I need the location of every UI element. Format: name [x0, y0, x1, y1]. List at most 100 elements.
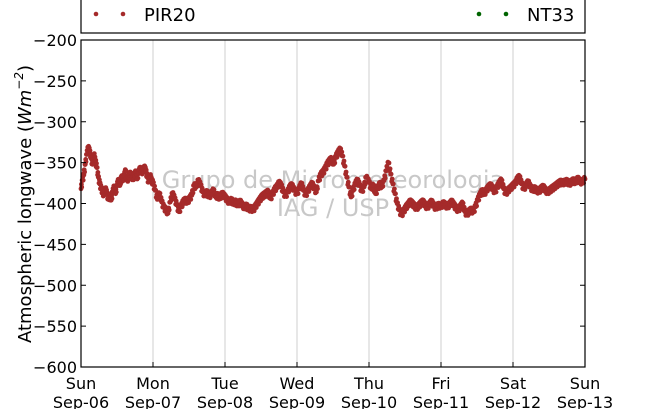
data-point	[321, 170, 327, 176]
data-point	[400, 213, 405, 219]
data-point	[113, 189, 119, 195]
data-point	[188, 197, 194, 202]
data-point	[499, 177, 505, 183]
data-point	[339, 149, 345, 155]
y-tick-label: −400	[33, 195, 77, 214]
data-point	[340, 153, 346, 159]
data-point	[152, 183, 158, 189]
y-tick-label: −500	[33, 276, 77, 295]
data-point	[151, 180, 156, 185]
data-point	[390, 181, 396, 187]
y-tick-label: −550	[33, 317, 77, 336]
data-point	[295, 191, 301, 197]
y-tick-label: −200	[33, 31, 77, 50]
data-point	[386, 160, 392, 166]
data-point	[82, 169, 87, 175]
legend-label-nt33: NT33	[527, 5, 574, 26]
data-point	[304, 193, 310, 199]
data-point	[157, 190, 163, 196]
data-point	[284, 194, 289, 200]
data-point	[387, 166, 393, 172]
data-point	[94, 165, 100, 170]
x-tick-label-date: Sep-13	[557, 393, 613, 409]
y-axis-label-unit: Wm	[15, 90, 36, 125]
data-point	[360, 189, 366, 195]
x-tick-label-day: Mon	[136, 374, 170, 393]
data-point	[343, 169, 349, 175]
data-point	[344, 174, 350, 180]
data-point	[79, 184, 85, 190]
data-point	[177, 209, 183, 215]
legend-marker-pir20	[120, 11, 126, 17]
data-point	[94, 161, 99, 166]
y-axis-label: Atmospheric longwave (Wm−2)	[12, 65, 36, 343]
data-point	[135, 175, 141, 181]
x-tick-label-date: Sep-07	[125, 393, 181, 409]
x-tick-label-day: Fri	[431, 374, 450, 393]
data-point	[190, 190, 196, 196]
watermark: Grupo de Micrometeorologia IAG / USP	[162, 166, 504, 222]
data-point	[493, 189, 499, 195]
data-point	[460, 200, 466, 206]
x-tick-label-day: Tue	[210, 374, 238, 393]
data-point	[306, 189, 312, 195]
y-tick-label: −350	[33, 154, 77, 173]
y-axis-label-close: )	[15, 65, 36, 72]
data-point	[341, 158, 347, 164]
data-point	[474, 203, 479, 209]
legend-marker-nt33	[476, 11, 482, 17]
y-axis-label-exponent: −2	[12, 72, 26, 90]
data-point	[388, 171, 394, 177]
data-point	[472, 209, 477, 215]
x-tick-label-day: Sun	[66, 374, 96, 393]
data-point	[166, 207, 172, 213]
x-tick-label-date: Sep-10	[341, 393, 397, 409]
y-tick-label: −600	[33, 358, 77, 377]
data-point	[109, 196, 115, 202]
data-point	[342, 163, 348, 169]
data-point	[393, 191, 398, 197]
x-tick-label-day: Thu	[353, 374, 384, 393]
data-point	[374, 191, 379, 197]
x-tick-label-date: Sep-06	[53, 393, 109, 409]
y-tick-label: −450	[33, 235, 77, 254]
data-point	[351, 187, 357, 193]
y-tick-label: −300	[33, 113, 77, 132]
data-point	[389, 176, 395, 182]
y-axis: −200 −250 −300 −350 −400 −450 −500 −550 −600	[33, 31, 585, 377]
data-point	[392, 186, 397, 192]
x-tick-label-date: Sep-12	[485, 393, 541, 409]
data-points	[78, 143, 588, 219]
x-tick-label-day: Sun	[570, 374, 600, 393]
data-point	[271, 192, 276, 197]
data-point	[476, 197, 482, 203]
legend-label-pir20: PIR20	[144, 5, 196, 26]
data-point	[394, 196, 399, 202]
watermark-line-2: IAG / USP	[277, 194, 389, 222]
data-point	[334, 154, 340, 160]
data-point	[269, 196, 274, 202]
data-point	[315, 186, 320, 192]
data-point	[349, 193, 355, 199]
data-point	[123, 168, 129, 174]
x-tick-label-date: Sep-08	[197, 393, 253, 409]
data-point	[80, 177, 86, 183]
x-tick-label-date: Sep-09	[269, 393, 325, 409]
legend: PIR20 NT33	[80, 0, 586, 34]
data-point	[95, 170, 101, 175]
data-point	[323, 166, 329, 172]
legend-frame	[80, 0, 586, 34]
y-axis-label-text: Atmospheric longwave (	[15, 125, 36, 343]
x-axis: SunSep-06MonSep-07TueSep-08WedSep-09ThuS…	[53, 362, 613, 409]
x-tick-label-day: Wed	[280, 374, 315, 393]
x-tick-label-date: Sep-11	[413, 393, 469, 409]
data-point	[345, 179, 351, 185]
data-point	[380, 183, 386, 189]
data-point	[83, 159, 89, 165]
legend-marker-nt33	[503, 11, 509, 17]
watermark-line-1: Grupo de Micrometeorologia	[162, 166, 504, 194]
data-point	[382, 175, 388, 181]
legend-marker-pir20	[93, 11, 99, 17]
data-point	[87, 148, 93, 154]
